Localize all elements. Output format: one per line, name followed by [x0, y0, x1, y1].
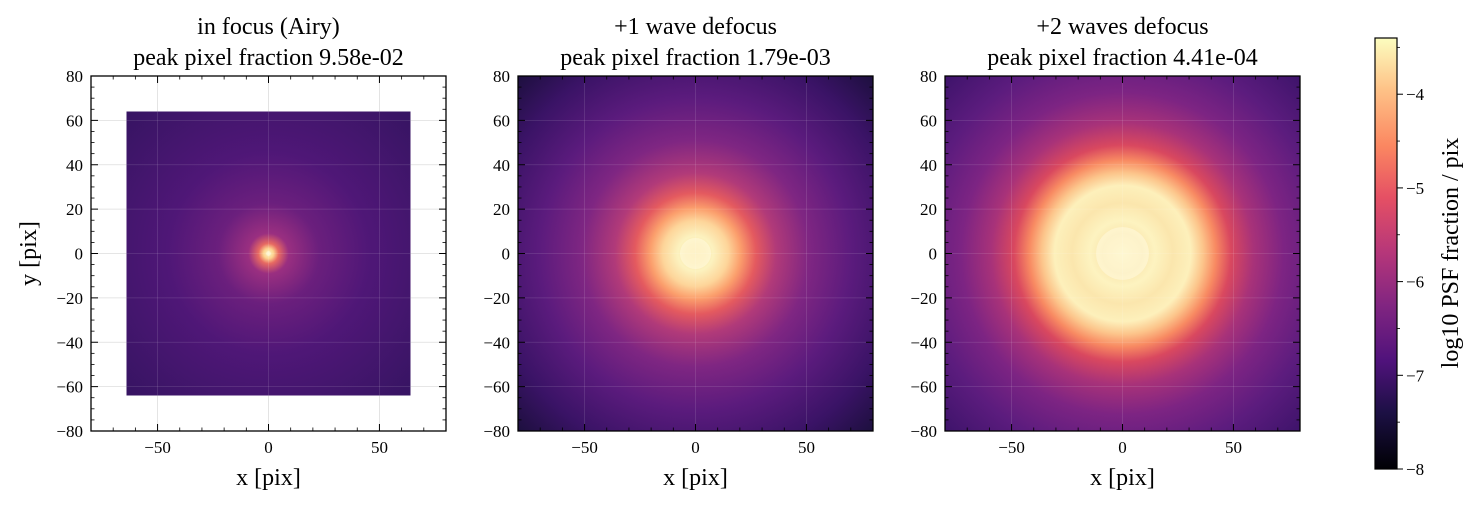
- x-tick-label: −50: [571, 438, 598, 457]
- y-tick-label: 0: [502, 245, 511, 264]
- x-tick-label: 0: [1118, 438, 1127, 457]
- y-tick-label: 40: [920, 156, 937, 175]
- y-tick-label: −20: [483, 289, 510, 308]
- y-tick-label: 40: [66, 156, 83, 175]
- x-axis-label: x [pix]: [1090, 465, 1155, 491]
- colorbar-tick-label: −8: [1406, 460, 1424, 479]
- x-tick-label: −50: [998, 438, 1025, 457]
- colorbar-tick-label: −5: [1406, 179, 1424, 198]
- panel-title: +1 wave defocus: [614, 14, 777, 40]
- panel-2: −50 0 50 −80 −60 −40 −20 0 20 40 60 80 +1 wave defoc…: [483, 14, 874, 491]
- y-tick-label: 0: [929, 245, 938, 264]
- y-tick-label: −20: [910, 289, 937, 308]
- y-tick-label: 40: [493, 156, 510, 175]
- x-tick-label: −50: [144, 438, 171, 457]
- y-tick-label: 20: [920, 200, 937, 219]
- x-tick-label: 0: [691, 438, 700, 457]
- y-tick-label: −60: [483, 378, 510, 397]
- panel-subtitle: peak pixel fraction 1.79e-03: [560, 45, 831, 71]
- y-tick-label: −20: [56, 289, 83, 308]
- colorbar-tick-label: −7: [1406, 366, 1425, 385]
- panel-3: −50 0 50 −80 −60 −40 −20 0 20 40 60 80 +2 waves defo…: [910, 14, 1301, 491]
- x-tick-label: 50: [371, 438, 388, 457]
- x-axis-label: x [pix]: [236, 465, 301, 491]
- panels-layer: −50 0 50 −80 −60 −40 −20 0 20 40 60 80 in focus (Air…: [16, 14, 1301, 491]
- psf-core: [679, 237, 712, 270]
- y-tick-label: 0: [75, 245, 84, 264]
- y-tick-label: −80: [483, 422, 510, 441]
- y-tick-label: 60: [920, 111, 937, 130]
- y-tick-label: 60: [493, 111, 510, 130]
- y-tick-label: −80: [56, 422, 83, 441]
- y-tick-label: 80: [66, 67, 83, 86]
- panel-subtitle: peak pixel fraction 9.58e-02: [133, 45, 404, 71]
- colorbar-tick-label: −4: [1406, 85, 1425, 104]
- y-tick-label: 20: [66, 200, 83, 219]
- colorbar-label: log10 PSF fraction / pix: [1438, 138, 1464, 369]
- psf-core: [266, 251, 271, 256]
- y-tick-label: −40: [910, 333, 937, 352]
- y-tick-label: −60: [910, 378, 937, 397]
- y-tick-label: 80: [493, 67, 510, 86]
- x-tick-label: 50: [1225, 438, 1242, 457]
- x-tick-label: 0: [264, 438, 273, 457]
- x-tick-label: 50: [798, 438, 815, 457]
- tick-marks: [90, 75, 447, 432]
- panel-1: −50 0 50 −80 −60 −40 −20 0 20 40 60 80 in focus (Air…: [16, 14, 447, 491]
- tick-marks: [517, 75, 874, 432]
- colorbar: −8 −7 −6 −5 −4 log10 PSF fraction / pix: [1374, 37, 1464, 479]
- tick-marks: [944, 75, 1301, 432]
- panel-subtitle: peak pixel fraction 4.41e-04: [987, 45, 1258, 71]
- y-tick-label: −60: [56, 378, 83, 397]
- y-tick-label: −80: [910, 422, 937, 441]
- y-tick-label: −40: [56, 333, 83, 352]
- y-tick-label: −40: [483, 333, 510, 352]
- y-axis-label: y [pix]: [16, 221, 42, 286]
- panel-title: in focus (Airy): [197, 14, 340, 40]
- y-tick-label: 20: [493, 200, 510, 219]
- panel-title: +2 waves defocus: [1036, 14, 1208, 40]
- x-axis-label: x [pix]: [663, 465, 728, 491]
- colorbar-tick-label: −6: [1406, 273, 1424, 292]
- psf-core: [1096, 227, 1149, 280]
- colorbar-gradient: [1374, 37, 1398, 470]
- y-tick-label: 80: [920, 67, 937, 86]
- y-tick-label: 60: [66, 111, 83, 130]
